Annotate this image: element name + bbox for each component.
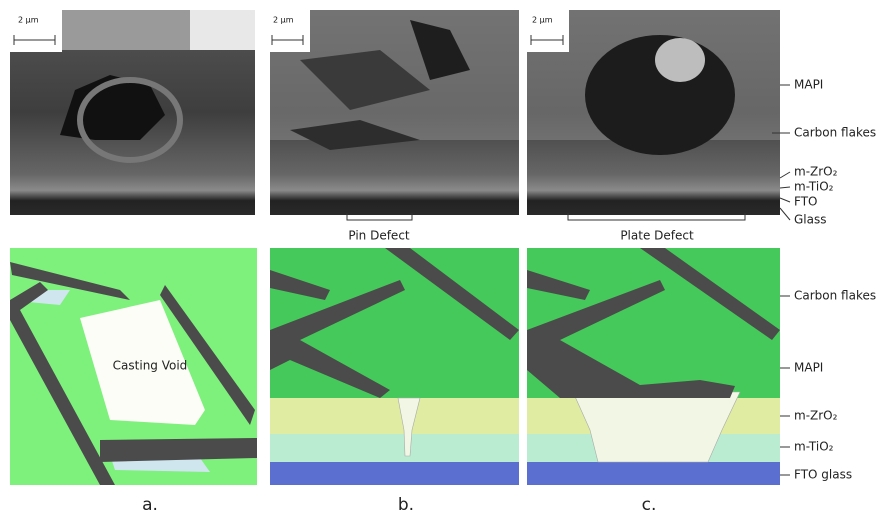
scale-bar-label: 2 μm [18, 16, 39, 25]
layer-label: MAPI [794, 361, 823, 375]
defect-label: Plate Defect [620, 229, 694, 243]
layer-label: Carbon flakes [794, 126, 876, 140]
layer-label: m-ZrO₂ [794, 409, 838, 423]
layer-label: FTO glass [794, 468, 852, 482]
layer-label: m-TiO₂ [794, 440, 834, 454]
layer-label: FTO [794, 195, 817, 209]
panel-caption: b. [398, 495, 414, 515]
figure: 2 μm 2 μm 2 μm Pin Defect Plate Defect M… [0, 0, 894, 516]
sem-image-c [527, 10, 780, 215]
layer-label: MAPI [794, 78, 823, 92]
layer-label: m-TiO₂ [794, 180, 834, 194]
panel-caption: a. [142, 495, 158, 515]
void-label: Casting Void [113, 359, 188, 373]
scale-bar-label: 2 μm [273, 16, 294, 25]
layer-label: Glass [794, 213, 827, 227]
scale-bar-label: 2 μm [532, 16, 553, 25]
schematic-c [527, 248, 780, 485]
layer-label: Carbon flakes [794, 289, 876, 303]
layer-label: m-ZrO₂ [794, 165, 838, 179]
schematic-leaders [780, 296, 790, 475]
panel-caption: c. [642, 495, 657, 515]
schematic-b [270, 248, 519, 485]
sem-image-a [10, 10, 255, 215]
sem-image-b [270, 10, 519, 215]
defect-label: Pin Defect [348, 229, 410, 243]
